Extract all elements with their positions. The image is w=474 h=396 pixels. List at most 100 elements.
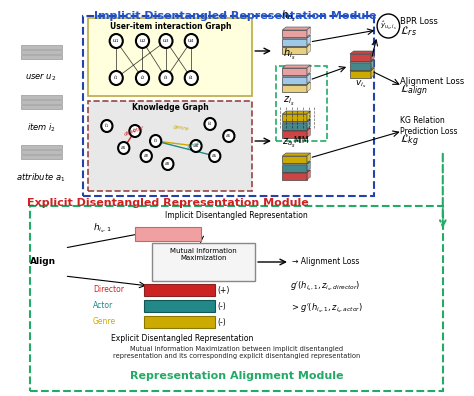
Text: $\mathcal{L}_{align}$: $\mathcal{L}_{align}$ bbox=[400, 83, 428, 99]
Polygon shape bbox=[283, 120, 310, 122]
FancyBboxPatch shape bbox=[20, 95, 62, 99]
Text: item $i_2$: item $i_2$ bbox=[27, 121, 55, 133]
Circle shape bbox=[191, 140, 201, 152]
Circle shape bbox=[118, 142, 129, 154]
Polygon shape bbox=[307, 82, 310, 92]
Polygon shape bbox=[283, 153, 310, 156]
Polygon shape bbox=[307, 120, 310, 129]
Polygon shape bbox=[283, 65, 310, 68]
Polygon shape bbox=[283, 44, 310, 47]
Text: (+): (+) bbox=[218, 286, 230, 295]
FancyBboxPatch shape bbox=[350, 71, 371, 78]
Text: Explicit Disentangled Representation Module: Explicit Disentangled Representation Mod… bbox=[27, 198, 309, 208]
Polygon shape bbox=[283, 162, 310, 164]
Text: Implicit Disentangled Representation: Implicit Disentangled Representation bbox=[165, 211, 308, 220]
Polygon shape bbox=[371, 68, 374, 78]
FancyBboxPatch shape bbox=[283, 68, 307, 75]
Text: $i_3$: $i_3$ bbox=[163, 74, 169, 82]
FancyBboxPatch shape bbox=[283, 85, 307, 92]
Text: $h_{i_s}$: $h_{i_s}$ bbox=[283, 47, 295, 62]
Circle shape bbox=[109, 34, 123, 48]
Text: $\mathcal{L}_{kg}$: $\mathcal{L}_{kg}$ bbox=[400, 133, 419, 149]
FancyBboxPatch shape bbox=[88, 18, 252, 96]
Text: Director: Director bbox=[93, 286, 124, 295]
Polygon shape bbox=[307, 111, 310, 121]
Polygon shape bbox=[283, 170, 310, 173]
Polygon shape bbox=[283, 27, 310, 30]
Text: BPR Loss: BPR Loss bbox=[400, 17, 438, 25]
Text: Mutual Information Maximization between implicit disentangled
representation and: Mutual Information Maximization between … bbox=[113, 346, 360, 359]
FancyBboxPatch shape bbox=[283, 173, 307, 180]
Polygon shape bbox=[350, 59, 374, 63]
Polygon shape bbox=[350, 51, 374, 54]
Text: $> g'(h_{i_s,1}, z_{i_s,actor})$: $> g'(h_{i_s,1}, z_{i_s,actor})$ bbox=[290, 301, 363, 315]
Text: Align: Align bbox=[30, 257, 56, 267]
Text: Genre: Genre bbox=[93, 318, 116, 326]
FancyBboxPatch shape bbox=[283, 114, 307, 121]
Circle shape bbox=[159, 34, 173, 48]
Text: Actor: Actor bbox=[93, 301, 113, 310]
Text: attribute $a_1$: attribute $a_1$ bbox=[17, 171, 66, 183]
Polygon shape bbox=[350, 68, 374, 71]
Polygon shape bbox=[283, 111, 310, 114]
Circle shape bbox=[204, 118, 216, 130]
Circle shape bbox=[129, 125, 141, 137]
Text: $\mathcal{L}_{rs}$: $\mathcal{L}_{rs}$ bbox=[400, 24, 417, 38]
Text: $v_{i_s}$: $v_{i_s}$ bbox=[355, 78, 366, 89]
FancyBboxPatch shape bbox=[20, 45, 62, 49]
Text: $a_6$: $a_6$ bbox=[225, 132, 232, 140]
FancyBboxPatch shape bbox=[20, 55, 62, 59]
Polygon shape bbox=[283, 128, 310, 131]
Text: $i_4$: $i_4$ bbox=[208, 120, 213, 128]
Polygon shape bbox=[307, 170, 310, 180]
Text: $i_3$: $i_3$ bbox=[153, 137, 158, 145]
Polygon shape bbox=[283, 36, 310, 38]
FancyBboxPatch shape bbox=[20, 50, 62, 54]
Circle shape bbox=[141, 150, 152, 162]
Text: Implicit Disentangled Representation Module: Implicit Disentangled Representation Mod… bbox=[94, 11, 377, 21]
Text: actor: actor bbox=[187, 141, 201, 150]
Text: $i_4$: $i_4$ bbox=[188, 74, 194, 82]
Text: $\hat{y}_{u_s,i_s}$: $\hat{y}_{u_s,i_s}$ bbox=[380, 20, 397, 32]
Circle shape bbox=[136, 71, 149, 85]
Text: $h_{u_s}$: $h_{u_s}$ bbox=[282, 9, 296, 24]
Polygon shape bbox=[307, 36, 310, 46]
FancyBboxPatch shape bbox=[350, 54, 371, 61]
FancyBboxPatch shape bbox=[283, 47, 307, 54]
FancyBboxPatch shape bbox=[145, 316, 215, 328]
Text: $i_2$: $i_2$ bbox=[140, 74, 146, 82]
Polygon shape bbox=[283, 74, 310, 76]
Polygon shape bbox=[307, 153, 310, 163]
Polygon shape bbox=[307, 27, 310, 37]
Circle shape bbox=[101, 120, 112, 132]
Text: $i_1$: $i_1$ bbox=[104, 122, 109, 130]
Polygon shape bbox=[307, 74, 310, 84]
Text: genre: genre bbox=[173, 124, 189, 132]
Text: $a_4$: $a_4$ bbox=[192, 142, 200, 150]
FancyBboxPatch shape bbox=[20, 100, 62, 104]
Text: $i_1$: $i_1$ bbox=[113, 74, 119, 82]
FancyBboxPatch shape bbox=[283, 38, 307, 46]
Text: Knowledge Graph: Knowledge Graph bbox=[132, 103, 209, 112]
Text: $a_5$: $a_5$ bbox=[211, 152, 218, 160]
Text: $u_2$: $u_2$ bbox=[139, 37, 146, 45]
Circle shape bbox=[223, 130, 235, 142]
Text: director: director bbox=[124, 125, 146, 137]
Circle shape bbox=[185, 34, 198, 48]
Circle shape bbox=[136, 34, 149, 48]
FancyBboxPatch shape bbox=[350, 63, 371, 70]
FancyBboxPatch shape bbox=[283, 131, 307, 138]
Text: $a_1$: $a_1$ bbox=[120, 144, 127, 152]
Text: $a_3$: $a_3$ bbox=[164, 160, 171, 168]
Text: $g'(h_{i_s,1}, z_{i_s,director})$: $g'(h_{i_s,1}, z_{i_s,director})$ bbox=[290, 279, 360, 293]
Polygon shape bbox=[307, 44, 310, 54]
Text: User-item interaction Graph: User-item interaction Graph bbox=[110, 22, 231, 31]
Polygon shape bbox=[371, 51, 374, 61]
Polygon shape bbox=[371, 59, 374, 70]
Text: $a_2$: $a_2$ bbox=[143, 152, 150, 160]
Text: $z_{i_s}$: $z_{i_s}$ bbox=[283, 95, 295, 108]
FancyBboxPatch shape bbox=[283, 30, 307, 37]
FancyBboxPatch shape bbox=[283, 156, 307, 163]
Text: $i_2$: $i_2$ bbox=[132, 127, 137, 135]
Circle shape bbox=[209, 150, 220, 162]
